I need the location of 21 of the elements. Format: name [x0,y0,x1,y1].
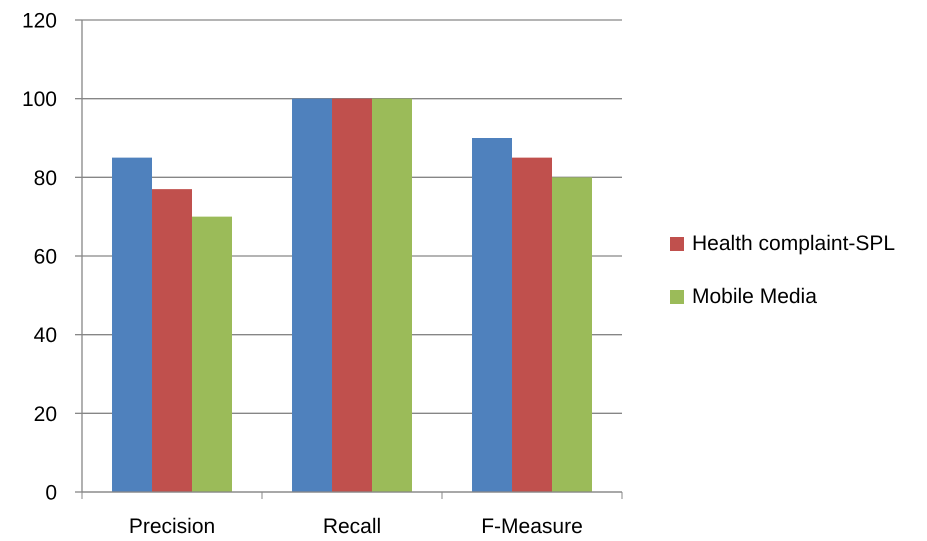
bar [292,98,332,492]
bar [372,98,412,492]
y-tick-label: 60 [34,245,57,268]
legend-label: Health complaint-SPL [692,232,896,256]
y-tick-label: 0 [45,481,57,504]
legend-label: Mobile Media [692,285,817,309]
bar [472,138,512,492]
bar [192,216,232,492]
y-tick-label: 80 [34,166,57,190]
bar [512,158,552,492]
bar [152,189,192,492]
bar [112,158,152,492]
y-tick-label: 20 [34,402,57,426]
x-tick-label: Precision [128,514,216,538]
x-tick-label: F-Measure [481,514,583,538]
y-tick-label: 120 [22,9,57,32]
y-tick-label: 40 [34,324,57,348]
bar [552,177,592,492]
x-tick-label: Recall [322,514,382,538]
bar [332,98,372,492]
y-tick-label: 100 [22,88,57,112]
